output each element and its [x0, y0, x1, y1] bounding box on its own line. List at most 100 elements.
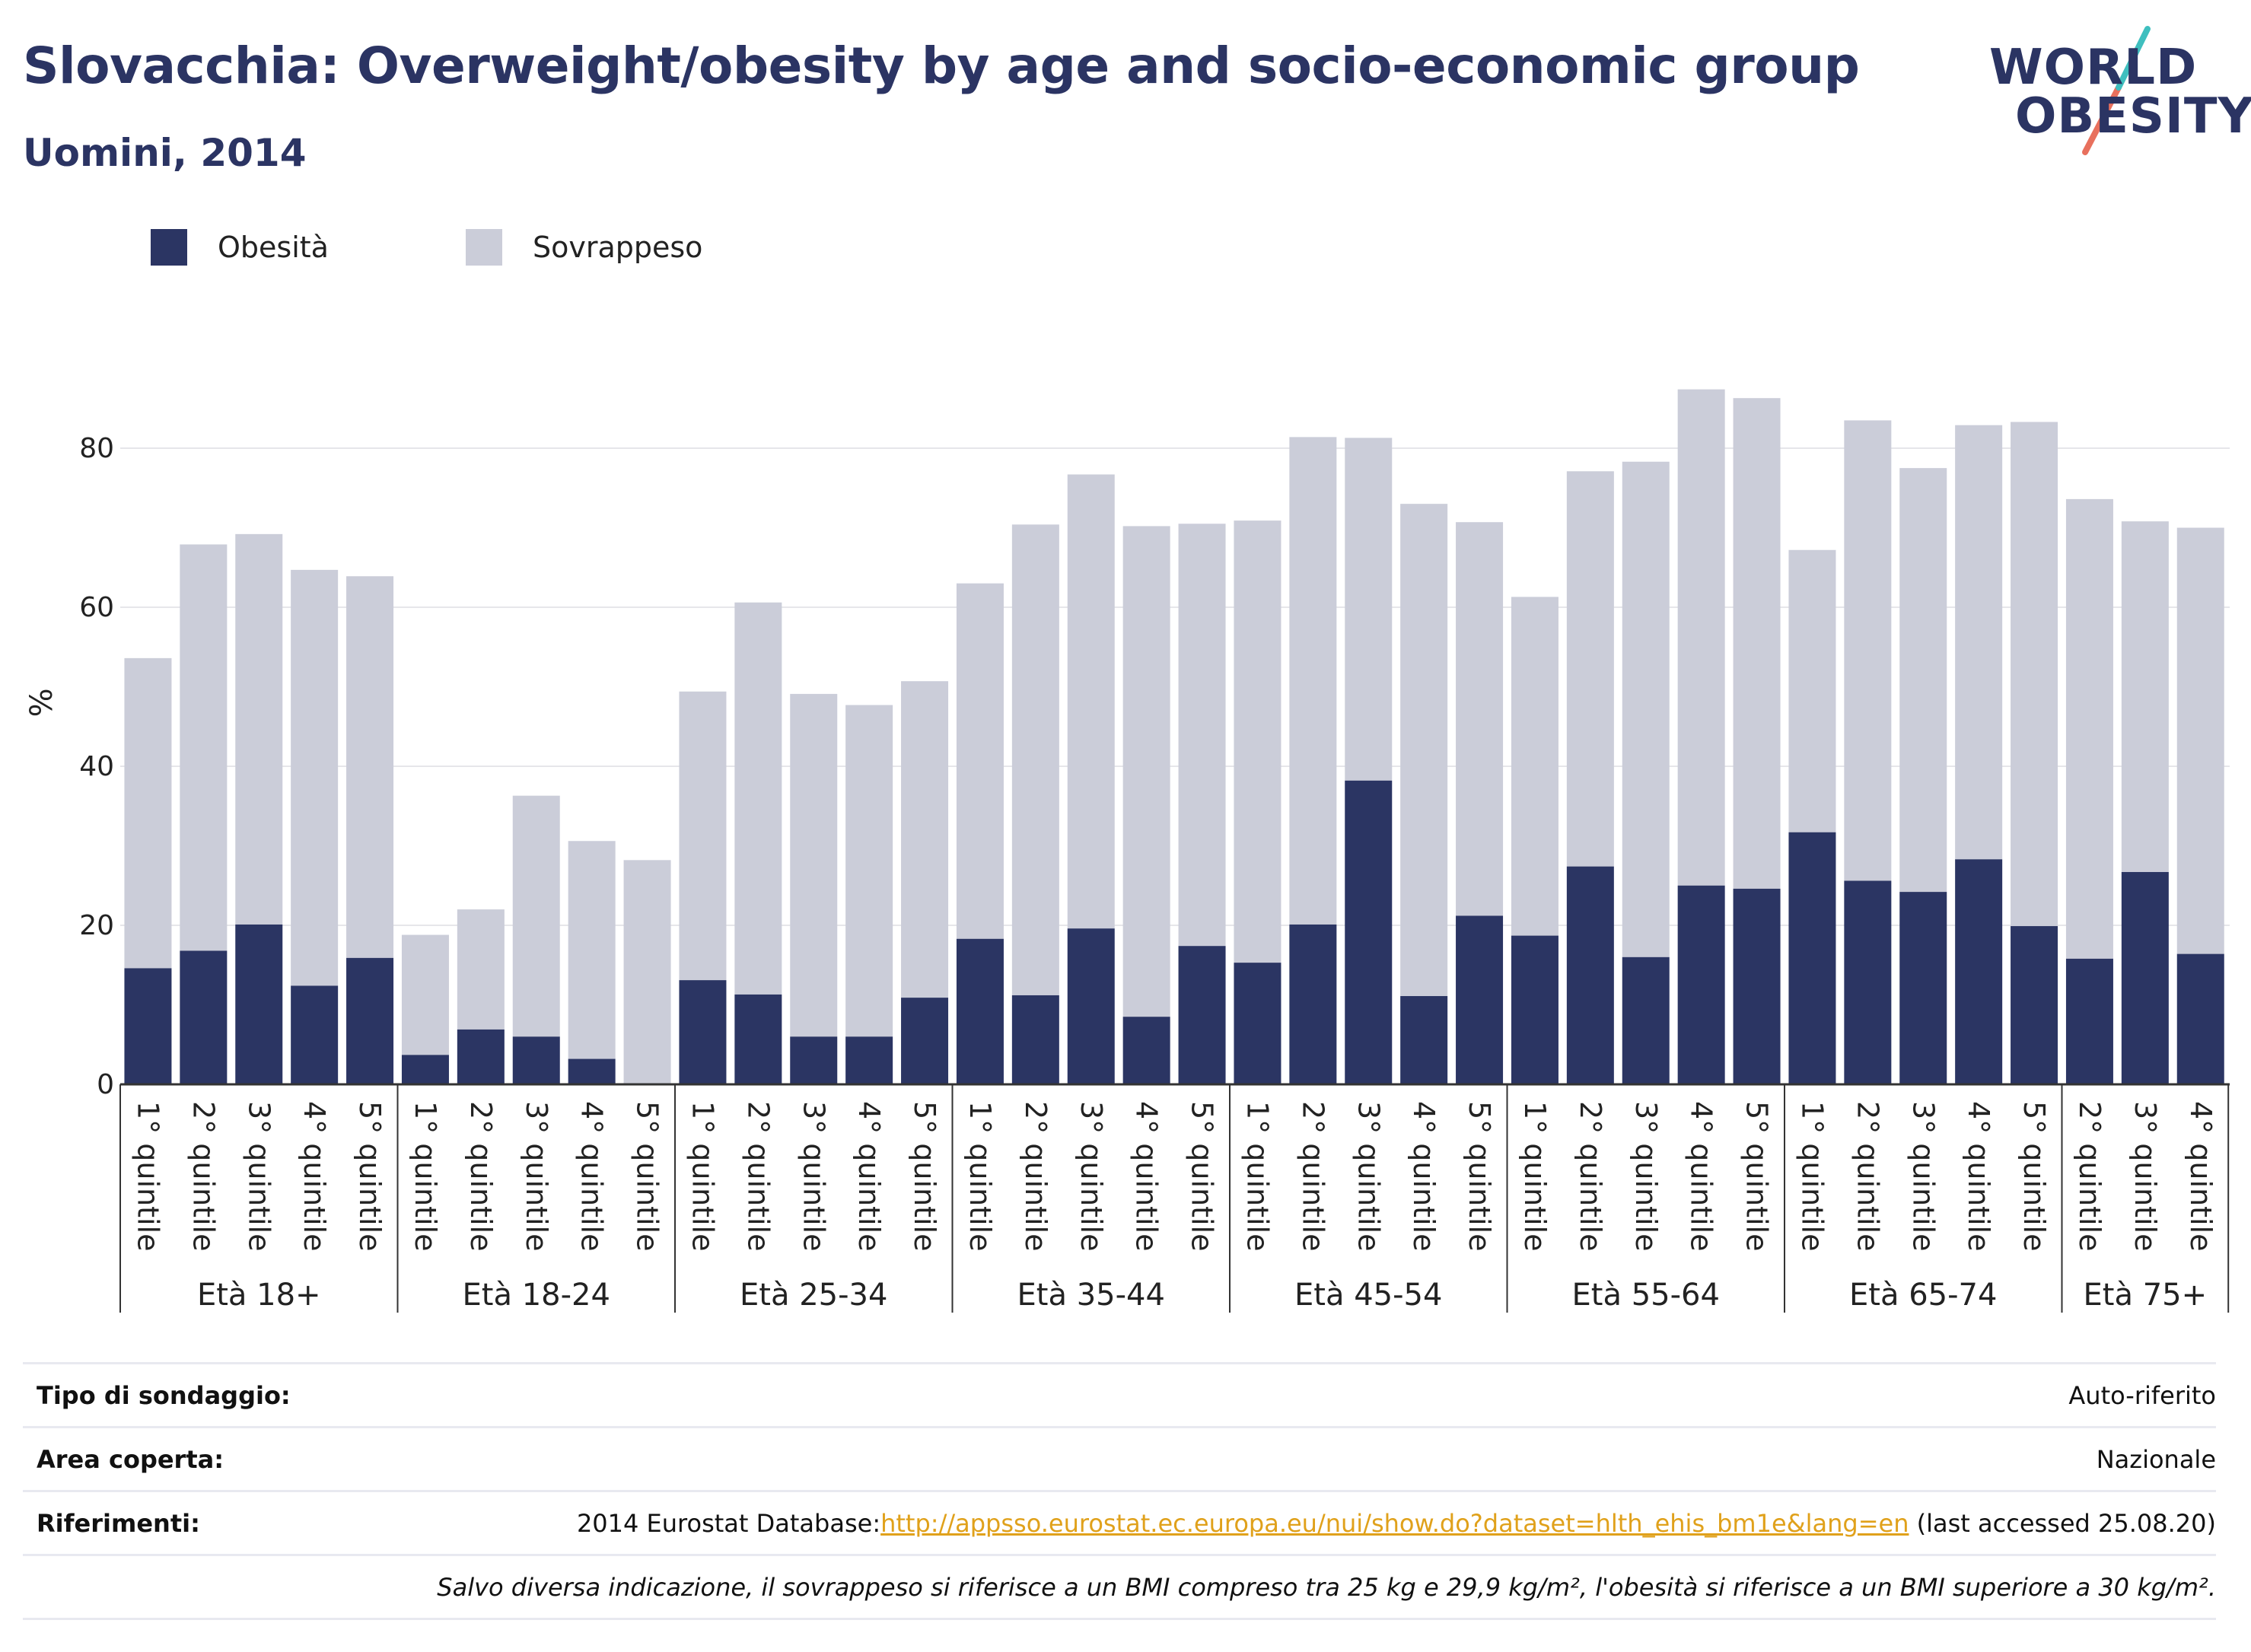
bar-overweight [346, 576, 394, 958]
x-category-label: 4° quintile [298, 1101, 331, 1252]
info-row-note: Salvo diversa indicazione, il sovrappeso… [23, 1554, 2216, 1620]
bar-overweight [1566, 471, 1614, 867]
x-category-label: 2° quintile [464, 1101, 498, 1252]
info-table: Tipo di sondaggio: Auto-riferito Area co… [23, 1362, 2216, 1620]
bar-obesity [568, 1058, 616, 1084]
x-category-label: 1° quintile [409, 1101, 442, 1252]
info-row-references: Riferimenti: 2014 Eurostat Database:http… [23, 1490, 2216, 1554]
bar-overweight [1456, 522, 1504, 916]
x-category-label: 4° quintile [2184, 1101, 2218, 1252]
bar-obesity [1011, 995, 1059, 1084]
bar-overweight [1234, 520, 1282, 963]
x-category-label: 3° quintile [1352, 1101, 1385, 1252]
y-tick-label: 80 [79, 433, 114, 464]
bar-obesity [1622, 957, 1670, 1084]
bar-obesity [1400, 996, 1448, 1084]
x-category-label: 5° quintile [908, 1101, 941, 1252]
bar-overweight [1289, 437, 1337, 925]
x-category-label: 5° quintile [353, 1101, 387, 1252]
info-key: Tipo di sondaggio: [37, 1381, 291, 1410]
x-category-label: 3° quintile [1075, 1101, 1108, 1252]
x-category-label: 2° quintile [741, 1101, 775, 1252]
x-group-label: Età 45-54 [1294, 1278, 1442, 1313]
info-value: Auto-riferito [2068, 1381, 2216, 1410]
bar-overweight [1788, 549, 1836, 832]
bar-obesity [901, 998, 949, 1084]
x-category-label: 2° quintile [2073, 1101, 2106, 1252]
logo-line1: WORLD [1989, 40, 2198, 96]
bar-obesity [1566, 866, 1614, 1084]
bar-obesity [679, 980, 727, 1084]
bar-overweight [1677, 389, 1725, 886]
x-category-label: 4° quintile [1407, 1101, 1441, 1252]
bar-overweight [1122, 526, 1170, 1017]
bar-obesity [1122, 1017, 1170, 1084]
reference-link[interactable]: http://appsso.eurostat.ec.europa.eu/nui/… [880, 1509, 1909, 1538]
bar-obesity [180, 950, 228, 1084]
bar-overweight [1345, 438, 1393, 781]
x-group-label: Età 18+ [197, 1278, 321, 1313]
bar-obesity [1899, 892, 1947, 1084]
info-row-area: Area coperta: Nazionale [23, 1426, 2216, 1490]
info-row-survey-type: Tipo di sondaggio: Auto-riferito [23, 1362, 2216, 1426]
definition-note: Salvo diversa indicazione, il sovrappeso… [437, 1573, 2216, 1602]
bar-overweight [1400, 504, 1448, 997]
bar-obesity [1511, 935, 1559, 1084]
x-group-label: Età 55-64 [1572, 1278, 1720, 1313]
x-category-label: 1° quintile [686, 1101, 719, 1252]
x-category-label: 4° quintile [1685, 1101, 1718, 1252]
x-category-label: 3° quintile [1629, 1101, 1663, 1252]
bar-overweight [2011, 422, 2058, 927]
y-axis-label: % [24, 688, 59, 717]
info-key: Area coperta: [37, 1445, 224, 1474]
y-tick-label: 60 [79, 592, 114, 623]
reference-prefix: 2014 Eurostat Database: [576, 1509, 881, 1538]
x-category-label: 5° quintile [1740, 1101, 1774, 1252]
bar-overweight [1178, 524, 1226, 947]
bar-obesity [1345, 780, 1393, 1084]
x-group-label: Età 18-24 [463, 1278, 610, 1313]
bar-obesity [956, 938, 1004, 1084]
bar-obesity [512, 1036, 560, 1084]
bar-overweight [1622, 461, 1670, 957]
y-tick-label: 0 [97, 1069, 114, 1100]
x-category-label: 1° quintile [1518, 1101, 1552, 1252]
bar-overweight [845, 705, 893, 1037]
bar-overweight [291, 569, 339, 986]
bar-obesity [790, 1036, 838, 1084]
x-category-label: 5° quintile [2017, 1101, 2051, 1252]
world-obesity-logo: WORLD OBESITY [1979, 23, 2251, 160]
bar-obesity [2065, 958, 2113, 1084]
bar-obesity [2011, 926, 2058, 1084]
reference-suffix: (last accessed 25.08.20) [1909, 1509, 2216, 1538]
x-category-label: 2° quintile [1851, 1101, 1884, 1252]
bar-obesity [2176, 953, 2224, 1084]
x-category-label: 1° quintile [1795, 1101, 1829, 1252]
y-tick-label: 40 [79, 751, 114, 782]
bar-obesity [1844, 880, 1892, 1084]
x-category-label: 3° quintile [1906, 1101, 1940, 1252]
bar-obesity [1234, 963, 1282, 1084]
x-category-label: 3° quintile [242, 1101, 275, 1252]
x-category-label: 5° quintile [631, 1101, 664, 1252]
bar-obesity [291, 985, 339, 1084]
bar-obesity [1067, 928, 1115, 1084]
x-category-label: 2° quintile [1019, 1101, 1052, 1252]
x-category-label: 1° quintile [963, 1101, 997, 1252]
legend-swatch-overweight [466, 229, 502, 266]
bar-overweight [679, 691, 727, 981]
bar-overweight [568, 841, 616, 1059]
x-category-label: 2° quintile [1296, 1101, 1329, 1252]
legend-item-obesity: Obesità [151, 228, 329, 266]
bar-obesity [235, 924, 283, 1084]
logo-slash-icon [2082, 26, 2151, 155]
bar-obesity [124, 968, 172, 1084]
x-category-label: 5° quintile [1186, 1101, 1219, 1252]
x-category-label: 4° quintile [575, 1101, 609, 1252]
bar-overweight [956, 583, 1004, 939]
legend-item-overweight: Sovrappeso [466, 228, 702, 266]
x-category-label: 2° quintile [1574, 1101, 1607, 1252]
x-category-label: 3° quintile [2128, 1101, 2162, 1252]
bar-overweight [512, 795, 560, 1037]
bar-overweight [1844, 420, 1892, 881]
